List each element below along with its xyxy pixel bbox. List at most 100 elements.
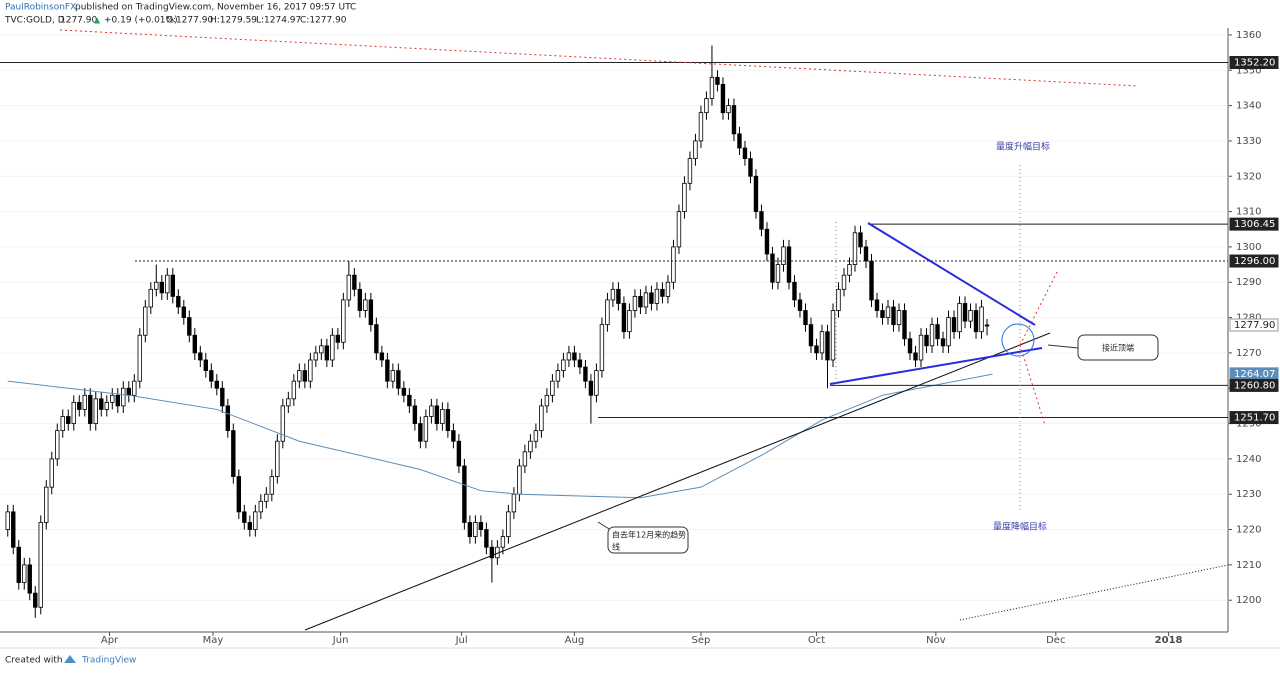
candle-body [698, 112, 704, 142]
candle-body [874, 299, 880, 311]
candle-body [319, 345, 324, 354]
candle-body [830, 310, 836, 361]
footer-brand: TradingView [81, 656, 136, 666]
y-tick-label: 1300 [1236, 242, 1261, 253]
candle-body [880, 310, 885, 318]
triangle-lower [829, 347, 1043, 385]
change: +0.19 (+0.01%) [104, 16, 178, 26]
candle-body [82, 394, 87, 410]
apex-circle [1001, 323, 1035, 357]
candle-body [313, 352, 319, 361]
candle-body [984, 324, 990, 327]
candle-body [236, 476, 242, 513]
projection-up [1019, 269, 1059, 346]
up-arrow: ▲ [94, 16, 101, 25]
level-label-box [1229, 217, 1279, 231]
level-label-box [1229, 56, 1279, 70]
candle-body [979, 306, 984, 333]
candle-body [638, 295, 643, 308]
level-label: 1296.00 [1234, 256, 1275, 267]
candle-body [60, 416, 65, 432]
y-tick-label: 1270 [1236, 348, 1261, 359]
y-tick-label: 1310 [1236, 207, 1261, 218]
candle-body [203, 359, 209, 371]
annotation: 量度降幅目标 [993, 521, 1047, 533]
candle-body [731, 105, 737, 135]
candle-body [77, 401, 82, 410]
candle-body [352, 274, 357, 290]
drawings [59, 29, 1228, 631]
candle-body [836, 288, 841, 311]
candle-body [962, 303, 968, 322]
candle-body [704, 98, 709, 114]
x-tick-label: Dec [1046, 635, 1065, 646]
y-tick-label: 1220 [1236, 525, 1261, 536]
candle-body [467, 522, 473, 538]
candle-body [819, 331, 825, 354]
candle-body [335, 334, 341, 343]
candle-body [610, 288, 616, 301]
candle-body [869, 260, 874, 301]
symbol: TVC:GOLD, D [4, 16, 65, 26]
candle-body [500, 536, 506, 548]
candle-body [93, 398, 98, 424]
x-tick-label: Oct [808, 635, 825, 646]
candle-body [913, 352, 918, 361]
candle-body [737, 133, 742, 149]
candle-body [423, 416, 429, 442]
candle-body [797, 299, 803, 311]
low: L:1274.97 [256, 16, 301, 26]
open: O:1277.90 [166, 16, 213, 26]
candle-body [231, 430, 236, 477]
level-label: 1260.80 [1234, 380, 1275, 391]
candle-body [214, 380, 220, 389]
candle-body [522, 451, 528, 467]
candle-body [511, 493, 517, 513]
candle-body [660, 288, 665, 297]
candle-body [401, 387, 407, 396]
y-tick-label: 1230 [1236, 489, 1261, 500]
x-tick-label: Aug [565, 635, 585, 646]
x-tick-label: May [203, 635, 224, 646]
candle-body [533, 430, 539, 442]
candle-body [209, 370, 214, 382]
callout-box [607, 526, 689, 554]
candle-body [583, 366, 588, 382]
candle-body [885, 306, 891, 318]
candle-body [676, 211, 682, 248]
candle-body [368, 299, 374, 326]
candle-body [99, 398, 104, 410]
candle-body [632, 295, 638, 311]
candle-body [808, 324, 814, 347]
candle-body [324, 345, 330, 361]
candle-body [269, 476, 275, 495]
candle-body [44, 486, 49, 523]
projection-down [1019, 344, 1046, 426]
candle-body [27, 564, 32, 594]
candle-body [5, 511, 10, 530]
x-tick-label: Jun [332, 635, 349, 646]
candle-body [968, 310, 973, 322]
candle-body [539, 405, 544, 432]
trend-line [304, 332, 1051, 631]
candle-body [396, 370, 401, 389]
candle-body [973, 310, 979, 333]
candle-body [143, 306, 148, 336]
y-tick-label: 1330 [1236, 136, 1261, 147]
candle-body [924, 334, 929, 347]
candle-body [528, 440, 533, 453]
candle-body [478, 522, 484, 530]
candle-body [38, 522, 43, 608]
y-tick-label: 1280 [1236, 313, 1261, 324]
candle-body [16, 546, 21, 583]
candle-body [847, 264, 852, 276]
candle-body [935, 324, 940, 340]
candle-body [544, 394, 550, 407]
candle-body [148, 288, 153, 308]
candle-body [687, 158, 693, 184]
y-tick-label: 1290 [1236, 277, 1261, 288]
candle-body [121, 387, 126, 407]
x-tick-label: Jul [455, 635, 468, 646]
candle-body [599, 324, 605, 371]
candle-body [308, 359, 313, 382]
